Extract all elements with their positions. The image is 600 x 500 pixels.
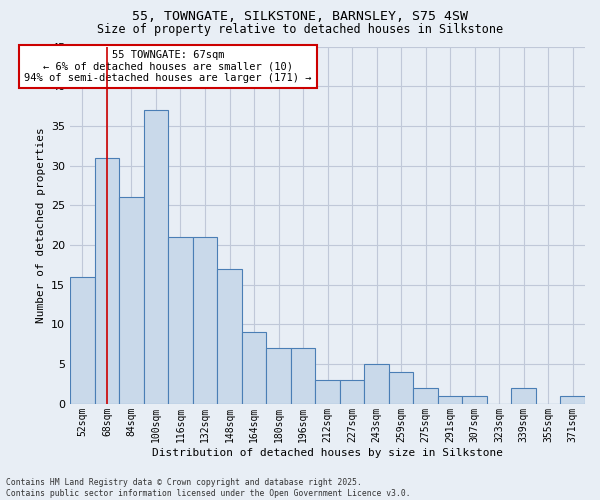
Bar: [560, 396, 585, 404]
Bar: [340, 380, 364, 404]
Text: Size of property relative to detached houses in Silkstone: Size of property relative to detached ho…: [97, 22, 503, 36]
Bar: [242, 332, 266, 404]
Bar: [193, 237, 217, 404]
Bar: [144, 110, 168, 404]
Bar: [463, 396, 487, 404]
Text: 55 TOWNGATE: 67sqm
← 6% of detached houses are smaller (10)
94% of semi-detached: 55 TOWNGATE: 67sqm ← 6% of detached hous…: [25, 50, 312, 83]
Bar: [364, 364, 389, 404]
Bar: [438, 396, 463, 404]
Bar: [511, 388, 536, 404]
Text: Contains HM Land Registry data © Crown copyright and database right 2025.
Contai: Contains HM Land Registry data © Crown c…: [6, 478, 410, 498]
Bar: [217, 269, 242, 404]
Bar: [266, 348, 291, 404]
X-axis label: Distribution of detached houses by size in Silkstone: Distribution of detached houses by size …: [152, 448, 503, 458]
Bar: [70, 277, 95, 404]
Bar: [389, 372, 413, 404]
Text: 55, TOWNGATE, SILKSTONE, BARNSLEY, S75 4SW: 55, TOWNGATE, SILKSTONE, BARNSLEY, S75 4…: [132, 10, 468, 23]
Bar: [168, 237, 193, 404]
Bar: [291, 348, 316, 404]
Bar: [95, 158, 119, 404]
Bar: [413, 388, 438, 404]
Bar: [119, 198, 144, 404]
Y-axis label: Number of detached properties: Number of detached properties: [35, 128, 46, 323]
Bar: [316, 380, 340, 404]
